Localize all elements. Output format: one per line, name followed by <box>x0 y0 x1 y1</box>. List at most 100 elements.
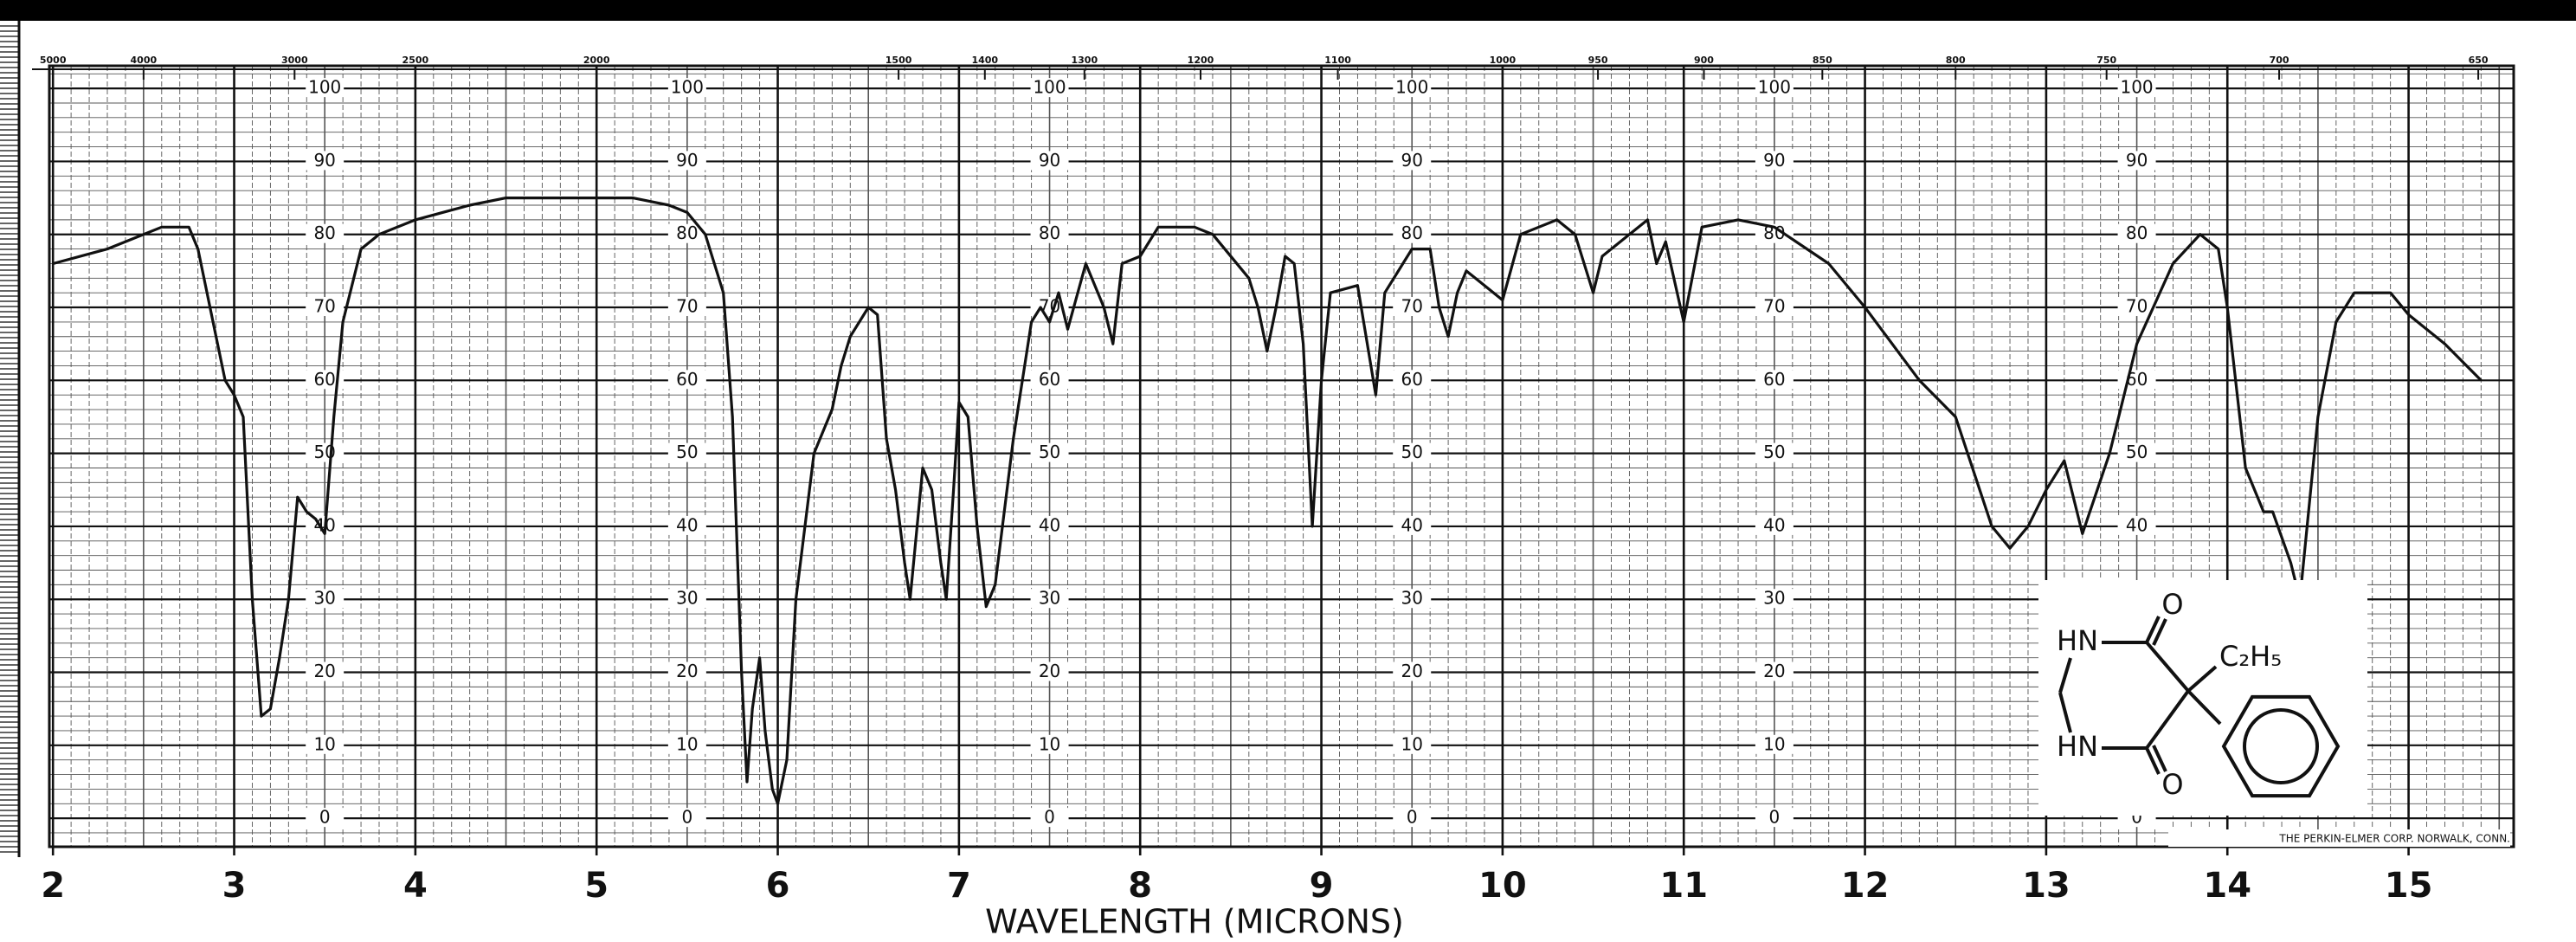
top-tick-label: 950 <box>1588 55 1608 66</box>
x-tick-label: 8 <box>1128 866 1152 906</box>
label-bg <box>1755 442 1794 462</box>
x-tick-label: 14 <box>2203 866 2251 906</box>
label-bg <box>1030 78 1069 98</box>
y-tick-label: 60 <box>313 369 335 390</box>
x-tick-label: 10 <box>1478 866 1527 906</box>
credit: THE PERKIN-ELMER CORP. NORWALK, CONN. <box>2278 833 2510 845</box>
bond <box>2152 745 2167 772</box>
y-tick-label: 80 <box>676 223 698 243</box>
label-bg <box>306 370 345 390</box>
x-tick-label: 5 <box>584 866 609 906</box>
y-tick-label: 70 <box>313 296 335 317</box>
label-bg <box>1393 661 1432 681</box>
label-bg <box>1393 442 1432 462</box>
y-tick-label: 10 <box>1039 733 1060 754</box>
y-tick-label: 0 <box>1769 807 1781 828</box>
label-bg <box>1755 151 1794 171</box>
x-tick-label: 3 <box>222 866 247 906</box>
label-bg <box>667 297 706 317</box>
y-tick-label: 90 <box>676 150 698 171</box>
structure: HN O C₂H₅ HN O <box>2038 580 2367 816</box>
y-tick-label: 100 <box>1033 77 1066 98</box>
top-tick-label: 1500 <box>886 55 912 66</box>
y-tick-label: 10 <box>1763 733 1785 754</box>
y-tick-label: 50 <box>1039 442 1060 462</box>
top-tick-label: 700 <box>2270 55 2289 66</box>
label-bg <box>1393 808 1432 828</box>
top-tick-label: 3000 <box>281 55 308 66</box>
label-bg <box>2117 78 2156 98</box>
label-bg <box>667 151 706 171</box>
top-tick-label: 1000 <box>1490 55 1517 66</box>
y-tick-label: 0 <box>1407 807 1418 828</box>
label-bg <box>1393 734 1432 754</box>
y-tick-label: 90 <box>1763 150 1785 171</box>
y-tick-label: 20 <box>313 661 335 681</box>
y-tick-label: 40 <box>676 514 698 535</box>
label-bg <box>1030 297 1069 317</box>
label-bg <box>306 734 345 754</box>
label-bg <box>1755 78 1794 98</box>
x-tick-label: 15 <box>2385 866 2433 906</box>
label-bg <box>1030 442 1069 462</box>
atom-label: HN <box>2057 730 2098 763</box>
label-bg <box>1393 78 1432 98</box>
label-bg <box>667 661 706 681</box>
label-bg <box>306 78 345 98</box>
y-tick-label: 100 <box>1395 77 1428 98</box>
label-bg <box>306 661 345 681</box>
benzene-ring <box>2221 694 2341 798</box>
top-tick-label: 2500 <box>402 55 429 66</box>
y-tick-label: 90 <box>313 150 335 171</box>
label-bg <box>1755 515 1794 535</box>
y-tick-label: 40 <box>1763 514 1785 535</box>
y-tick-label: 70 <box>1763 296 1785 317</box>
label-bg <box>1755 734 1794 754</box>
atom-label: C₂H₅ <box>2219 640 2282 673</box>
label-bg <box>1393 515 1432 535</box>
bond <box>2186 689 2222 726</box>
label-bg <box>306 589 345 609</box>
y-tick-label: 10 <box>1401 733 1422 754</box>
top-tick-label: 2000 <box>583 55 610 66</box>
label-bg <box>306 297 345 317</box>
y-tick-label: 50 <box>2126 442 2148 462</box>
y-tick-label: 80 <box>1039 223 1060 243</box>
left-strip <box>0 21 21 857</box>
label-bg <box>667 734 706 754</box>
bond <box>2058 692 2072 733</box>
atom-label: O <box>2161 588 2183 621</box>
label-bg <box>667 223 706 243</box>
x-axis-label: WAVELENGTH (MICRONS) <box>985 903 1404 941</box>
y-tick-label: 0 <box>682 807 693 828</box>
x-tick-label: 9 <box>1310 866 1334 906</box>
label-bg <box>2117 223 2156 243</box>
top-tick-label: 800 <box>1946 55 1966 66</box>
y-tick-label: 90 <box>1039 150 1060 171</box>
y-tick-label: 80 <box>313 223 335 243</box>
bond <box>2145 747 2161 775</box>
y-tick-label: 100 <box>1758 77 1791 98</box>
bond <box>2058 657 2072 694</box>
x-tick-label: 7 <box>947 866 971 906</box>
y-tick-label: 30 <box>313 588 335 609</box>
y-tick-label: 40 <box>1039 514 1060 535</box>
label-bg <box>1393 151 1432 171</box>
bond <box>2152 618 2167 646</box>
y-tick-label: 0 <box>1044 807 1055 828</box>
top-tick-label: 4000 <box>131 55 158 66</box>
y-tick-label: 60 <box>676 369 698 390</box>
y-tick-label: 50 <box>676 442 698 462</box>
y-tick-label: 80 <box>2126 223 2148 243</box>
label-bg <box>2117 297 2156 317</box>
label-bg <box>1393 223 1432 243</box>
top-tick-label: 1400 <box>971 55 998 66</box>
spectrum-line <box>52 197 2483 805</box>
x-tick-label: 2 <box>41 866 65 906</box>
label-bg <box>1755 223 1794 243</box>
top-tick-label: 1300 <box>1071 55 1098 66</box>
y-tick-label: 50 <box>1763 442 1785 462</box>
y-tick-label: 20 <box>676 661 698 681</box>
aromatic-circle <box>2243 708 2319 784</box>
